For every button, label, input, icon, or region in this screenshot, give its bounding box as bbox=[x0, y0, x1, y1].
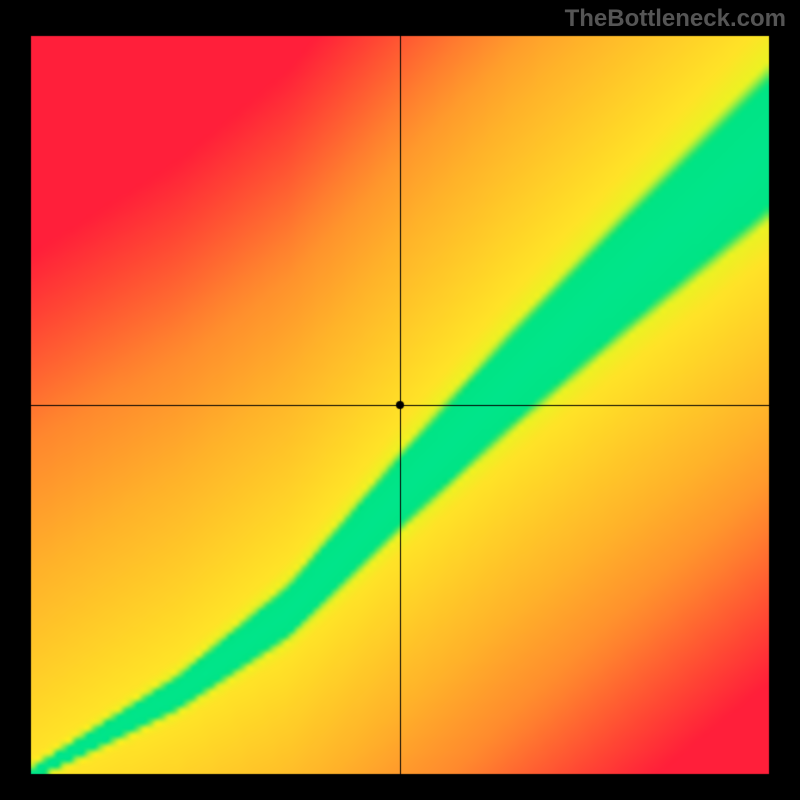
bottleneck-heatmap bbox=[0, 0, 800, 800]
watermark-text: TheBottleneck.com bbox=[565, 5, 786, 33]
